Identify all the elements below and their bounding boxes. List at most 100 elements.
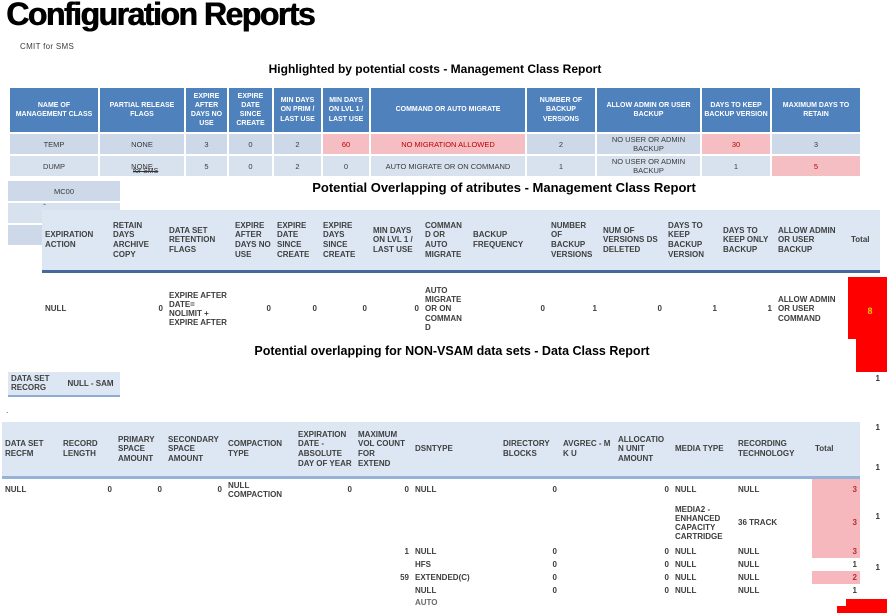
header-cell: DAYS TO KEEP BACKUP VERSION (702, 88, 770, 132)
header-cell: EXPIRE DATE SINCE CREATE (274, 210, 320, 273)
cell: 0 (664, 585, 669, 595)
cell (560, 584, 615, 597)
cell (560, 571, 615, 584)
section2-heading: Potential Overlapping of atributes - Man… (312, 180, 696, 195)
right-column-value: 1 (875, 423, 880, 432)
section3-heading: Potential overlapping for NON-VSAM data … (254, 344, 650, 358)
data-class-overlap-table: DATA SET RECFM RECORD LENGTH PRIMARY SPA… (2, 422, 860, 608)
cell: NULL (738, 572, 760, 582)
cell: ALLOW ADMIN OR USER COMMAND (778, 295, 836, 323)
header-cell: NUMBER OF BACKUP VERSIONS (527, 88, 595, 132)
cell: 0 (552, 546, 557, 556)
cell: NULL (675, 559, 697, 569)
cell: 0 (664, 546, 669, 556)
cell (2, 597, 412, 608)
cell: 0 (664, 485, 669, 495)
total-cell: 3 (812, 477, 860, 501)
cell: NULL (5, 485, 27, 495)
total-cell: 2 (812, 571, 860, 584)
recorg-value: NULL - SAM (67, 379, 114, 388)
header-cell: DSNTYPE (412, 422, 500, 479)
header-cell: Total (848, 210, 880, 273)
cell: NULL (738, 559, 760, 569)
cell: 0 (552, 485, 557, 495)
table-row: DUMP NONE 5 0 2 0 AUTO MIGRATE OR ON COM… (10, 156, 860, 176)
cell: 2 (274, 156, 321, 176)
cell: 0 (657, 304, 662, 314)
cell: AUTO MIGRATE OR ON COMMAND (425, 286, 462, 332)
cell: 0 (414, 304, 419, 314)
header-cell: PARTIAL RELEASE FLAGS (100, 88, 184, 132)
cell: EXTENDED(C) (415, 572, 470, 582)
table-row: NULL 0 0 0 NULL COMPACTION 0 0 NULL 0 0 … (2, 477, 860, 502)
cell: NO USER OR ADMIN BACKUP (597, 134, 700, 154)
header-cell: DATA SET RETENTION FLAGS (166, 210, 232, 273)
header-cell: COMMAND OR AUTO MIGRATE (371, 88, 525, 132)
cell: 1 (404, 546, 409, 556)
cell: NONE (100, 134, 184, 154)
header-cell: RECORDING TECHNOLOGY (735, 422, 812, 479)
cell: NONE (100, 156, 184, 176)
cell: NULL (45, 304, 67, 314)
cell: 0 (158, 304, 163, 314)
total-cell: 1 (852, 585, 857, 595)
header-cell: MIN DAYS ON LVL 1 / LAST USE (370, 210, 422, 273)
cell: 0 (266, 304, 271, 314)
cell: 1 (767, 304, 772, 314)
red-highlight-block (846, 599, 887, 613)
cell (560, 478, 615, 502)
header-cell: MAXIMUM VOL COUNT FOR EXTEND (355, 422, 412, 479)
cell: 0 (107, 485, 112, 495)
right-column-value: 1 (875, 563, 880, 572)
cell: 5 (772, 156, 860, 176)
cell: NULL (675, 485, 697, 495)
cell: 1 (592, 304, 597, 314)
cell: 0 (157, 485, 162, 495)
stray-dot: . (6, 405, 9, 415)
cell: NULL (415, 546, 437, 556)
table-row: MEDIA2 - ENHANCED CAPACITY CARTRIDGE 36 … (2, 501, 860, 545)
header-cell: DAYS TO KEEP BACKUP VERSION (665, 210, 720, 273)
clipped-caption-fragment: for SMS (133, 168, 159, 175)
table-header-row: NAME OF MANAGEMENT CLASS PARTIAL RELEASE… (10, 88, 860, 132)
cell: 0 (362, 304, 367, 314)
page-subtitle: CMIT for SMS (20, 42, 75, 51)
cell: AUTO MIGRATE OR ON COMMAND (371, 156, 525, 176)
cell: 0 (347, 485, 352, 495)
header-cell: AVGREC - M K U (560, 422, 615, 479)
header-cell: EXPIRATION DATE - ABSOLUTE DAY OF YEAR (295, 422, 355, 479)
management-class-overlap-table: EXPIRATION ACTION RETAIN DAYS ARCHIVE CO… (42, 210, 880, 345)
cell: 0 (664, 572, 669, 582)
cell: DUMP (10, 156, 98, 176)
cell (2, 571, 355, 584)
cell: NULL (738, 485, 760, 495)
cell: TEMP (10, 134, 98, 154)
cell (2, 545, 355, 558)
table-row: 1 NULL 0 0 NULL NULL 3 (2, 545, 860, 558)
cell: 0 (229, 134, 272, 154)
header-cell: EXPIRE AFTER DAYS NO USE (232, 210, 274, 273)
header-cell: COMMAND OR AUTO MIGRATE (422, 210, 470, 273)
cell: 1 (527, 156, 595, 176)
cell: 60 (323, 134, 369, 154)
total-cell: 3 (812, 545, 860, 558)
cell: 0 (540, 304, 545, 314)
cell: 0 (552, 559, 557, 569)
table-header-row: DATA SET RECFM RECORD LENGTH PRIMARY SPA… (2, 422, 860, 479)
red-highlight-block (837, 606, 847, 613)
cell: EXPIRE AFTER DATE= NOLIMIT + EXPIRE AFTE… (169, 290, 227, 328)
cell: 3 (772, 134, 860, 154)
cell: HFS (415, 559, 431, 569)
cell: 0 (552, 572, 557, 582)
header-cell: NUM OF VERSIONS DS DELETED (600, 210, 665, 273)
cell (2, 558, 412, 571)
cell: 0 (664, 559, 669, 569)
cell: 0 (229, 156, 272, 176)
cell (560, 545, 615, 558)
cell: 30 (702, 134, 770, 154)
cell: NULL (415, 485, 437, 495)
page-title: Configuration Reports (6, 0, 316, 32)
cell: 3 (186, 134, 227, 154)
red-highlight-block (856, 339, 887, 372)
